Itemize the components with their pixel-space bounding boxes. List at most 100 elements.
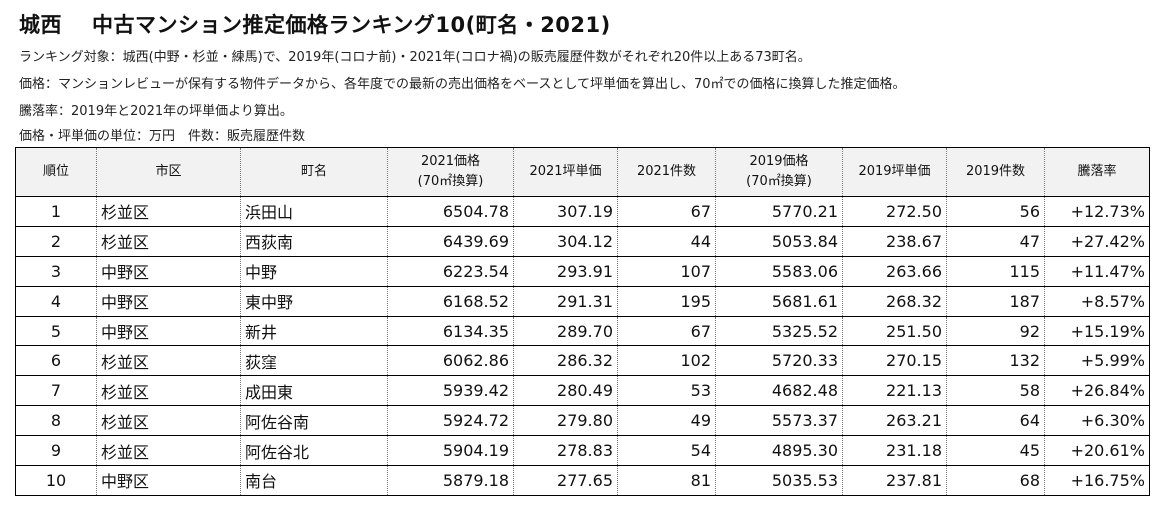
tsubo-2019-cell: 263.66 [842,255,947,287]
note-units: 価格・坪単価の単位：万円 件数：販売履歴件数 [19,129,306,144]
town-cell: 阿佐谷南 [240,405,388,437]
price-2019-cell: 5325.52 [715,315,843,347]
town-cell: 荻窪 [240,345,388,377]
price-2021-cell: 5924.72 [387,405,514,437]
count-2019-cell: 56 [946,196,1045,227]
price-2021-cell: 6504.78 [387,196,514,227]
rank-cell: 10 [15,465,97,496]
tsubo-2021-cell: 280.49 [513,375,618,407]
count-2019-cell: 115 [946,255,1045,287]
price-2021-cell: 6168.52 [387,285,514,317]
town-cell: 南台 [240,465,388,496]
price-2019-cell: 5053.84 [715,225,843,257]
price-2021-cell: 6223.54 [387,255,514,287]
town-cell: 中野 [240,255,388,287]
header-2021-tsubo-price: 2021坪単価 [513,147,618,197]
count-2019-cell: 58 [946,375,1045,407]
change-rate-cell: +15.19% [1044,315,1150,347]
tsubo-2019-cell: 272.50 [842,196,947,227]
rank-cell: 3 [15,255,97,287]
change-rate-cell: +20.61% [1044,435,1150,467]
rank-cell: 9 [15,435,97,467]
tsubo-2021-cell: 304.12 [513,225,618,257]
count-2019-cell: 68 [946,465,1045,496]
header-city: 市区 [96,147,241,197]
tsubo-2021-cell: 289.70 [513,315,618,347]
table-row: 5 中野区 新井 6134.35 289.70 67 5325.52 251.50 92 +15.… [15,315,1150,347]
count-2021-cell: 81 [617,465,716,496]
change-rate-cell: +27.42% [1044,225,1150,257]
price-2021-cell: 5904.19 [387,435,514,467]
tsubo-2019-cell: 238.67 [842,225,947,257]
count-2019-cell: 187 [946,285,1045,317]
tsubo-2021-cell: 279.80 [513,405,618,437]
rank-cell: 6 [15,345,97,377]
count-2019-cell: 132 [946,345,1045,377]
rank-cell: 7 [15,375,97,407]
change-rate-cell: +8.57% [1044,285,1150,317]
table-row: 10 中野区 南台 5879.18 277.65 81 5035.53 237.81 68 +16… [15,465,1150,496]
town-cell: 新井 [240,315,388,347]
rank-cell: 4 [15,285,97,317]
table-row: 7 杉並区 成田東 5939.42 280.49 53 4682.48 221.13 58 +26… [15,375,1150,407]
price-2019-cell: 5573.37 [715,405,843,437]
header-2021-price: 2021価格 (70㎡換算) [387,147,514,197]
city-cell: 杉並区 [96,196,241,227]
count-2021-cell: 195 [617,285,716,317]
header-2019-tsubo-price: 2019坪単価 [842,147,947,197]
tsubo-2021-cell: 291.31 [513,285,618,317]
price-2019-cell: 5770.21 [715,196,843,227]
price-2019-cell: 5720.33 [715,345,843,377]
city-cell: 杉並区 [96,375,241,407]
price-2019-cell: 5681.61 [715,285,843,317]
header-rank: 順位 [15,147,97,197]
count-2019-cell: 64 [946,405,1045,437]
change-rate-cell: +6.30% [1044,405,1150,437]
note-price: 価格：マンションレビューが保有する物件データから、各年度での最新の売出価格をベー… [19,77,906,92]
count-2021-cell: 44 [617,225,716,257]
table-row: 9 杉並区 阿佐谷北 5904.19 278.83 54 4895.30 231.18 45 +2… [15,435,1150,467]
count-2021-cell: 49 [617,405,716,437]
header-2019-price: 2019価格 (70㎡換算) [715,147,843,197]
table-row: 1 杉並区 浜田山 6504.78 307.19 67 5770.21 272.50 56 +12… [15,196,1150,227]
city-cell: 中野区 [96,285,241,317]
count-2019-cell: 45 [946,435,1045,467]
city-cell: 杉並区 [96,435,241,467]
tsubo-2019-cell: 268.32 [842,285,947,317]
city-cell: 中野区 [96,255,241,287]
note-scope: ランキング対象：城西(中野・杉並・練馬)で、2019年(コロナ前)・2021年(… [19,50,811,65]
tsubo-2019-cell: 221.13 [842,375,947,407]
table-row: 2 杉並区 西荻南 6439.69 304.12 44 5053.84 238.67 47 +27… [15,225,1150,257]
town-cell: 西荻南 [240,225,388,257]
header-town: 町名 [240,147,388,197]
page-title: 城西 中古マンション推定価格ランキング10(町名・2021) [19,9,611,39]
city-cell: 中野区 [96,315,241,347]
tsubo-2021-cell: 293.91 [513,255,618,287]
rank-cell: 1 [15,196,97,227]
tsubo-2019-cell: 237.81 [842,465,947,496]
table-row: 3 中野区 中野 6223.54 293.91 107 5583.06 263.66 115 +1… [15,255,1150,287]
count-2021-cell: 67 [617,196,716,227]
count-2021-cell: 107 [617,255,716,287]
tsubo-2019-cell: 251.50 [842,315,947,347]
table-row: 8 杉並区 阿佐谷南 5924.72 279.80 49 5573.37 263.21 64 +6… [15,405,1150,437]
tsubo-2021-cell: 286.32 [513,345,618,377]
city-cell: 杉並区 [96,225,241,257]
city-cell: 中野区 [96,465,241,496]
change-rate-cell: +26.84% [1044,375,1150,407]
price-2019-cell: 5035.53 [715,465,843,496]
count-2021-cell: 53 [617,375,716,407]
rank-cell: 2 [15,225,97,257]
change-rate-cell: +11.47% [1044,255,1150,287]
table-row: 4 中野区 東中野 6168.52 291.31 195 5681.61 268.32 187 +… [15,285,1150,317]
tsubo-2019-cell: 231.18 [842,435,947,467]
table-row: 6 杉並区 荻窪 6062.86 286.32 102 5720.33 270.15 132 +5… [15,345,1150,377]
price-2019-cell: 4895.30 [715,435,843,467]
tsubo-2021-cell: 307.19 [513,196,618,227]
change-rate-cell: +5.99% [1044,345,1150,377]
price-2019-cell: 4682.48 [715,375,843,407]
town-cell: 成田東 [240,375,388,407]
change-rate-cell: +16.75% [1044,465,1150,496]
header-2019-count: 2019件数 [946,147,1045,197]
note-change-rate: 騰落率：2019年と2021年の坪単価より算出。 [19,104,293,119]
